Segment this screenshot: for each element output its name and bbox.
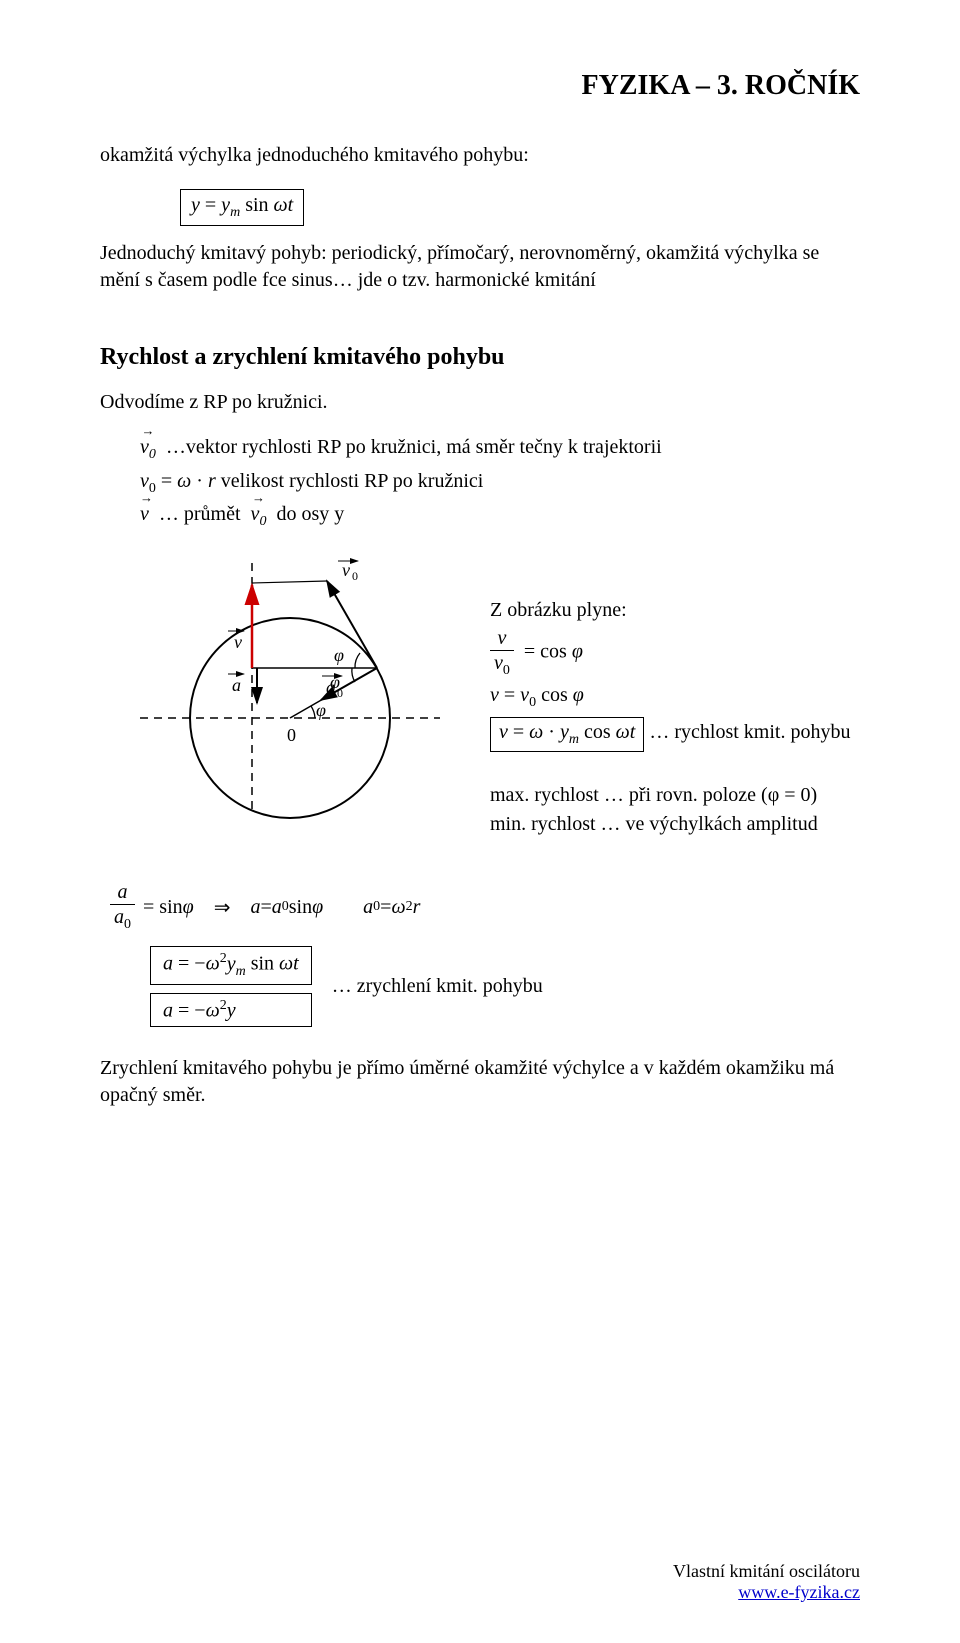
section2-title: Rychlost a zrychlení kmitavého pohybu [100,344,860,371]
formula-y: y = ym sin ωt [180,189,304,226]
svg-text:φ: φ [334,645,344,665]
closing-para: Zrychlení kmitavého pohybu je přímo úměr… [100,1055,860,1109]
svg-text:a: a [232,675,241,695]
footer-link[interactable]: www.e-fyzika.cz [738,1582,860,1602]
footer-line1: Vlastní kmitání oscilátoru [673,1561,860,1582]
accel-boxes: a = −ω2ym sin ωt a = −ω2y … zrychlení km… [100,942,860,1031]
fig-v-eq: v = v0 cos φ [490,684,860,711]
fig-max: max. rychlost … při rovn. poloze (φ = 0) [490,784,860,807]
accel-line: a a0 = sin φ ⇒ a = a0 sin φ a0 = ω2r [110,882,860,932]
intro-para2: Jednoduchý kmitavý pohyb: periodický, př… [100,240,860,294]
svg-text:0: 0 [287,725,296,745]
fig-box-line: v = ω · ym cos ωt … rychlost kmit. pohyb… [490,717,860,752]
svg-text:φ: φ [316,700,326,720]
v0-vek-line: v0 …vektor rychlosti RP po kružnici, má … [140,432,860,466]
fig-caption: Z obrázku plyne: [490,599,860,622]
odvodime-line: Odvodíme z RP po kružnici. [100,389,860,416]
v0-eq-line: v0 = ω · r velikost rychlosti RP po kruž… [140,466,860,500]
svg-text:v: v [234,632,242,652]
fig-frac-line: v v0 = cos φ [490,628,860,678]
v-prumet-line: v … průmět v0 do osy y [140,499,860,533]
page-header: FYZIKA – 3. ROČNÍK [100,70,860,102]
svg-text:v: v [342,560,350,580]
intro-text: okamžitá výchylka jednoduchého kmitavého… [100,142,860,169]
svg-text:0: 0 [352,569,358,583]
fig-min: min. rychlost … ve výchylkách amplitud [490,813,860,836]
circle-diagram: v 0 v a a 0 φ φ φ 0 [130,553,450,858]
svg-text:φ: φ [330,672,340,692]
page-footer: Vlastní kmitání oscilátoru www.e-fyzika.… [673,1561,860,1603]
